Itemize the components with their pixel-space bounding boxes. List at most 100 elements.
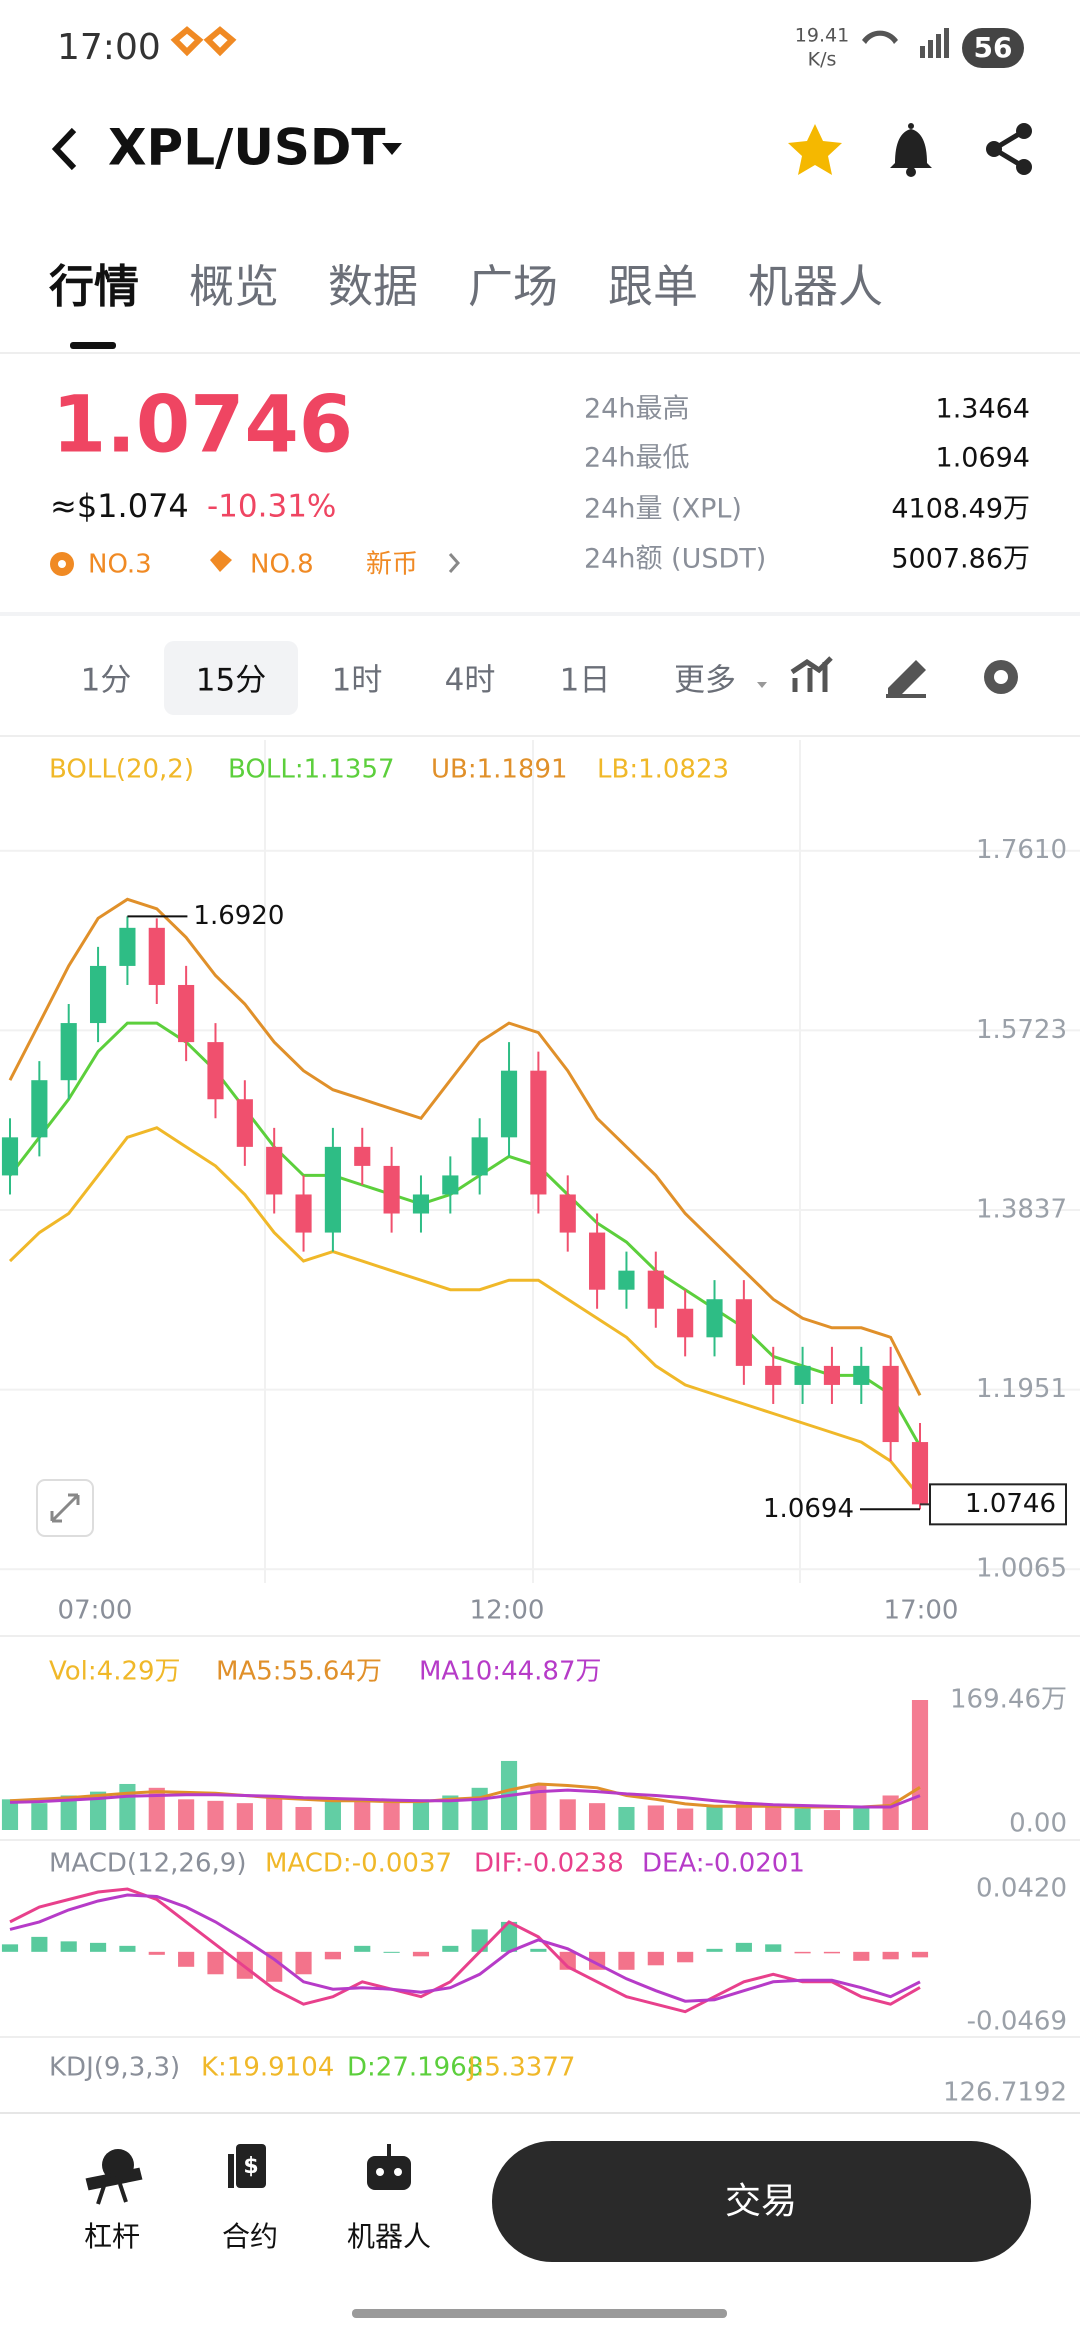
- macd-bar: [178, 1951, 195, 1967]
- battery-level: 56: [974, 31, 1013, 64]
- y-tick-label: 1.5723: [976, 1015, 1067, 1045]
- candle-body: [735, 1299, 752, 1366]
- bottom-nav-label[interactable]: 合约: [222, 2220, 278, 2253]
- tab[interactable]: 概览: [189, 260, 279, 313]
- tab[interactable]: 广场: [468, 260, 558, 313]
- interval[interactable]: 更多: [674, 663, 736, 699]
- volume-bar: [559, 1799, 576, 1830]
- candle-body: [354, 1146, 371, 1166]
- candle-body: [618, 1270, 635, 1290]
- interval-selected-bg: [164, 641, 298, 715]
- y-tick-label: 1.0065: [976, 1554, 1067, 1584]
- tab[interactable]: 跟单: [608, 260, 698, 313]
- macd-bar: [324, 1951, 341, 1960]
- candle-body: [60, 1023, 77, 1081]
- volume-bar: [178, 1799, 195, 1830]
- tab[interactable]: 行情: [49, 260, 139, 313]
- volume-bar: [119, 1783, 136, 1830]
- tag-arrow: [448, 553, 461, 573]
- macd-line: [9, 1893, 921, 2003]
- contract-icon: $: [228, 2144, 266, 2188]
- macd-bar: [618, 1951, 635, 1970]
- pair-dropdown[interactable]: [382, 143, 402, 155]
- share-button[interactable]: [986, 123, 1032, 175]
- x-tick-label: 17:00: [884, 1596, 959, 1626]
- y-tick-label: 169.46万: [950, 1685, 1067, 1715]
- stat-label: 24h额 (USDT): [584, 544, 766, 575]
- candle-body: [324, 1146, 341, 1233]
- favorite-button[interactable]: [788, 124, 842, 175]
- volume-bar: [823, 1810, 841, 1830]
- interval[interactable]: 1分: [81, 663, 132, 699]
- candle-body: [1, 1137, 19, 1176]
- macd-bar: [89, 1942, 107, 1952]
- rank-volume[interactable]: NO.3: [88, 550, 152, 580]
- min-label: 1.0694: [763, 1494, 854, 1524]
- usd-price: ≈$1.074: [50, 487, 189, 525]
- candle-body: [677, 1308, 694, 1338]
- trade-button[interactable]: [492, 2141, 1031, 2262]
- macd-bar: [765, 1944, 782, 1952]
- volume-bar: [618, 1806, 635, 1830]
- price-change: -10.31%: [207, 489, 336, 525]
- interval[interactable]: 1日: [560, 663, 611, 699]
- tab[interactable]: 数据: [328, 260, 418, 313]
- macd-bar: [911, 1951, 929, 1958]
- interval[interactable]: 1时: [332, 663, 383, 699]
- candle-body: [823, 1365, 841, 1385]
- candle-body: [706, 1299, 723, 1338]
- macd-bar: [794, 1951, 811, 1954]
- settings-button[interactable]: [984, 660, 1018, 694]
- macd-bar: [471, 1929, 488, 1952]
- candle-body: [412, 1194, 430, 1214]
- candle-body: [911, 1442, 929, 1505]
- back-button[interactable]: [51, 127, 77, 171]
- legend-item: D:27.1968: [347, 2053, 483, 2083]
- pair-title[interactable]: XPL/USDT: [108, 119, 386, 177]
- macd-bar: [823, 1951, 841, 1954]
- new-coin-tag[interactable]: 新币: [366, 550, 418, 580]
- volume-bar: [31, 1803, 48, 1830]
- candle-body: [442, 1175, 459, 1195]
- legend-item: MA10:44.87万: [419, 1657, 602, 1687]
- indicator-button[interactable]: [790, 656, 833, 692]
- legend-item: DEA:-0.0201: [642, 1849, 805, 1879]
- volume-bar: [236, 1803, 253, 1830]
- volume-bar: [1, 1799, 19, 1830]
- interval[interactable]: 15分: [196, 663, 266, 699]
- candle-body: [383, 1165, 400, 1214]
- legend-item: KDJ(9,3,3): [49, 2053, 180, 2083]
- bottom-nav-label[interactable]: 机器人: [347, 2220, 431, 2253]
- candle-body: [471, 1137, 488, 1176]
- legend-item: MACD:-0.0037: [265, 1849, 452, 1879]
- legend-item: K:19.9104: [201, 2053, 334, 2083]
- rank-gain[interactable]: NO.8: [250, 550, 314, 580]
- interval[interactable]: 4时: [445, 663, 496, 699]
- draw-button[interactable]: [886, 660, 926, 698]
- tab[interactable]: 机器人: [748, 260, 883, 313]
- volume-bar: [471, 1787, 488, 1830]
- macd-bar: [882, 1951, 899, 1960]
- max-label: 1.6920: [193, 901, 284, 931]
- macd-bar: [412, 1951, 430, 1957]
- y-tick-label: 1.3837: [976, 1194, 1067, 1224]
- volume-bar: [266, 1795, 283, 1830]
- macd-bar: [853, 1951, 870, 1961]
- y-tick-label: 1.7610: [976, 835, 1067, 865]
- boll-line: [8, 897, 922, 1396]
- last-price-box: [929, 1483, 1067, 1526]
- legend-item: BOLL(20,2): [49, 755, 194, 785]
- candle-body: [530, 1070, 547, 1195]
- stat-value: 5007.86万: [891, 544, 1030, 575]
- macd-bar: [706, 1948, 723, 1952]
- rank-icon-2: [210, 550, 232, 572]
- legend-item: Vol:4.29万: [49, 1657, 181, 1687]
- macd-bar: [500, 1921, 518, 1952]
- y-tick-label: 126.7192: [943, 2078, 1067, 2108]
- volume-bar: [765, 1806, 782, 1830]
- legend-item: MACD(12,26,9): [49, 1849, 246, 1879]
- alert-button[interactable]: [890, 123, 932, 177]
- trade-button-label[interactable]: 交易: [725, 2181, 797, 2222]
- bottom-nav-label[interactable]: 杠杆: [84, 2220, 140, 2253]
